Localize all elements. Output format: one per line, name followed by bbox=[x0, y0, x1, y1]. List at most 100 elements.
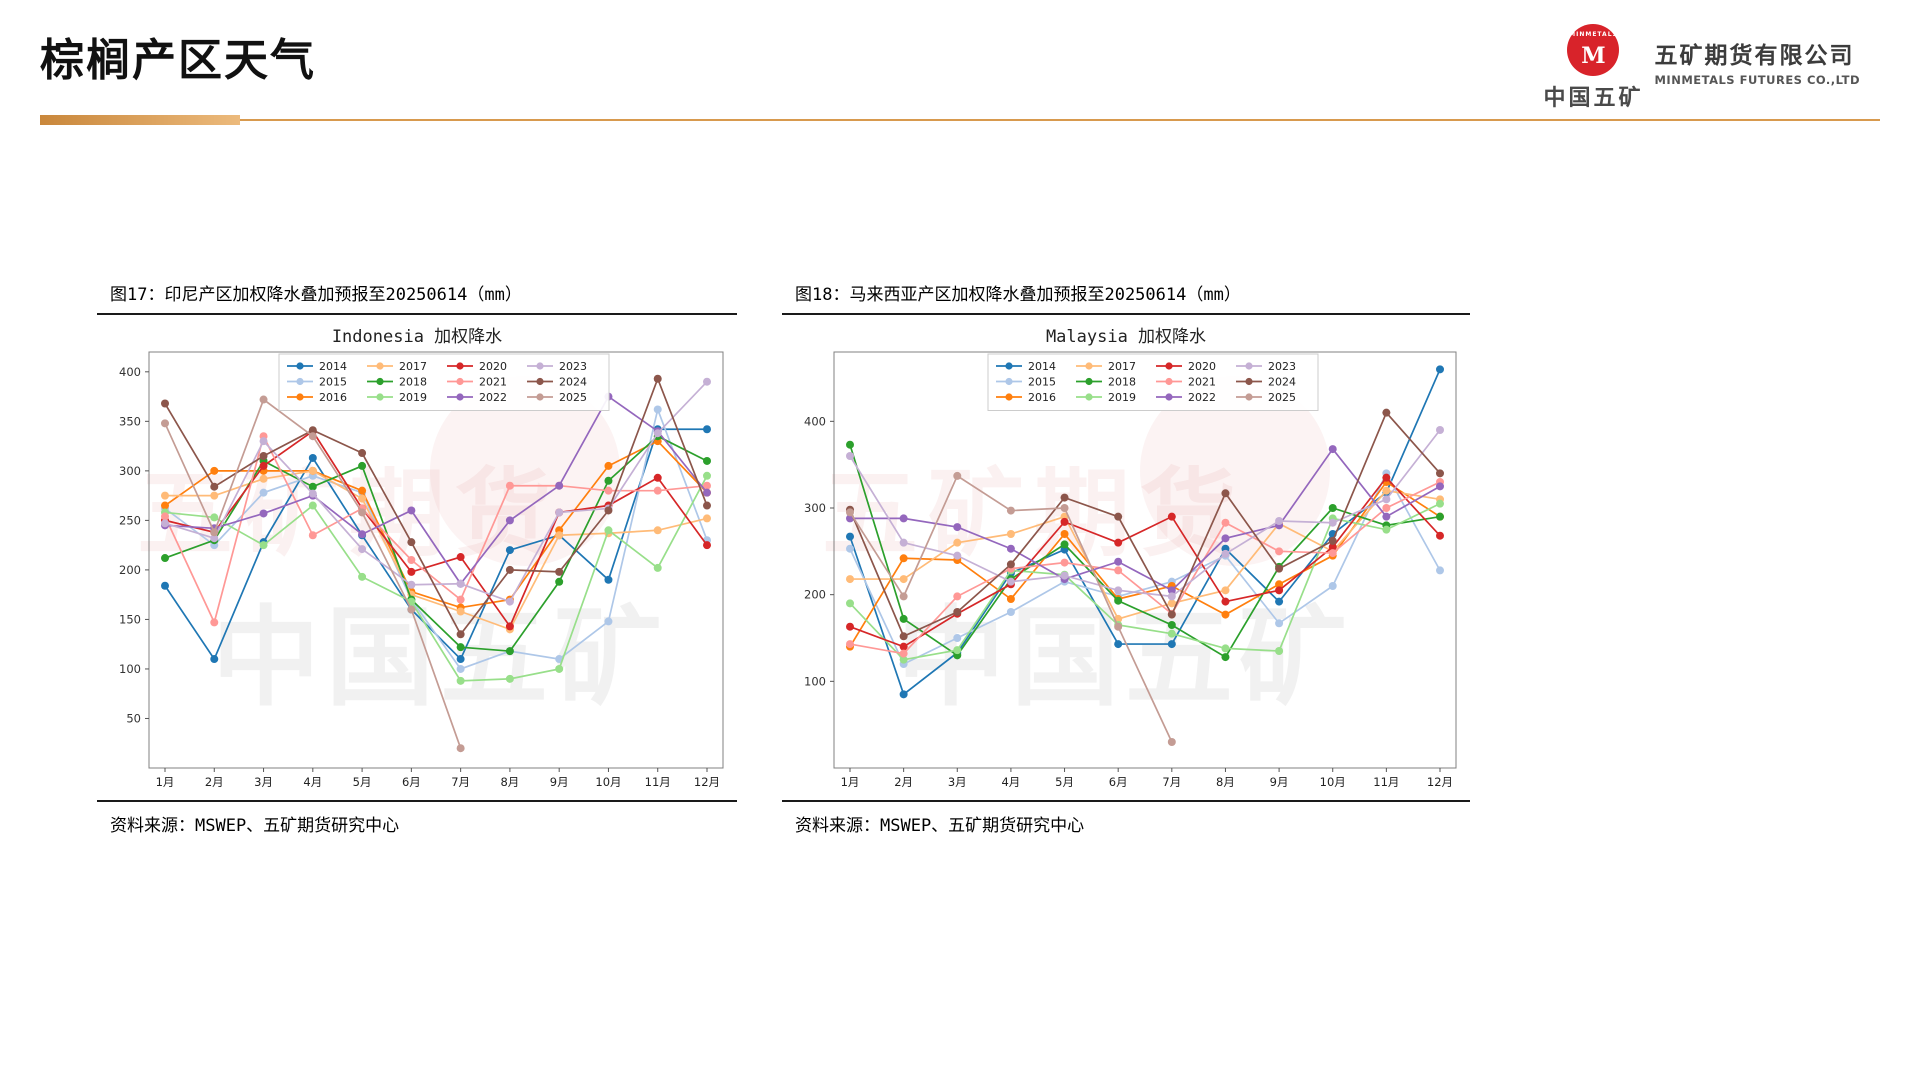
x-tick-label: 8月 bbox=[1216, 775, 1235, 789]
point-2023-2月 bbox=[899, 538, 908, 547]
point-2014-2月 bbox=[210, 655, 219, 664]
point-2024-5月 bbox=[358, 449, 367, 458]
legend-marker-2017 bbox=[376, 362, 384, 370]
series-line-2019 bbox=[849, 502, 1441, 661]
point-2021-11月 bbox=[1382, 504, 1391, 512]
point-2015-10月 bbox=[1328, 582, 1337, 590]
point-2025-3月 bbox=[259, 395, 268, 404]
point-2022-6月 bbox=[1114, 557, 1123, 566]
legend-marker-2018 bbox=[376, 377, 384, 386]
point-2017-7月 bbox=[1167, 599, 1176, 608]
point-2017-7月 bbox=[456, 607, 465, 616]
x-tick-label: 1月 bbox=[156, 775, 175, 789]
point-2022-6月 bbox=[407, 506, 416, 515]
source-rule bbox=[97, 800, 737, 802]
point-2023-12月 bbox=[1436, 426, 1444, 434]
point-2018-1月 bbox=[846, 440, 854, 449]
point-2024-6月 bbox=[1114, 512, 1123, 521]
x-tick-label: 9月 bbox=[550, 775, 569, 789]
legend-label-2016: 2016 bbox=[319, 391, 347, 404]
point-2024-12月 bbox=[703, 501, 711, 510]
legend-label-2023: 2023 bbox=[559, 360, 587, 373]
point-2017-11月 bbox=[1382, 486, 1391, 495]
x-tick-label: 1月 bbox=[841, 775, 860, 789]
point-2024-9月 bbox=[555, 567, 564, 576]
point-2021-4月 bbox=[308, 531, 317, 540]
point-2023-7月 bbox=[456, 579, 465, 588]
x-tick-label: 6月 bbox=[1109, 775, 1128, 789]
legend-label-2020: 2020 bbox=[1188, 360, 1216, 373]
x-tick-label: 3月 bbox=[948, 775, 967, 789]
company-brand: MINMETALS M 中国五矿 五矿期货有限公司 MINMETALS FUTU… bbox=[1543, 24, 1860, 112]
point-2023-1月 bbox=[846, 452, 854, 460]
point-2025-5月 bbox=[358, 508, 367, 517]
point-2023-8月 bbox=[1221, 549, 1230, 558]
point-2022-7月 bbox=[1167, 586, 1176, 595]
y-tick-label: 150 bbox=[119, 612, 141, 626]
legend-marker-2024 bbox=[536, 377, 544, 386]
point-2016-8月 bbox=[1221, 610, 1230, 619]
accent-divider bbox=[40, 115, 1880, 125]
series-line-2017 bbox=[165, 469, 708, 631]
point-2018-10月 bbox=[1328, 504, 1337, 512]
y-tick-label: 100 bbox=[119, 662, 141, 676]
point-2019-8月 bbox=[1221, 644, 1230, 653]
point-2020-8月 bbox=[505, 622, 514, 631]
point-2014-2月 bbox=[899, 690, 908, 699]
point-2021-11月 bbox=[653, 486, 662, 495]
brand-text: 五矿期货有限公司 MINMETALS FUTURES CO.,LTD bbox=[1654, 24, 1860, 87]
point-2018-7月 bbox=[456, 643, 465, 652]
point-2015-10月 bbox=[604, 617, 613, 626]
point-2023-4月 bbox=[308, 489, 317, 498]
point-2024-3月 bbox=[259, 452, 268, 460]
point-2021-6月 bbox=[1114, 566, 1123, 575]
point-2024-3月 bbox=[953, 608, 962, 616]
point-2021-8月 bbox=[1221, 518, 1230, 527]
point-2015-4月 bbox=[1006, 608, 1015, 616]
point-2023-4月 bbox=[1006, 577, 1015, 586]
point-2023-8月 bbox=[505, 597, 514, 606]
point-2023-3月 bbox=[953, 551, 962, 560]
legend-marker-2023 bbox=[536, 362, 544, 370]
point-2019-12月 bbox=[1436, 499, 1444, 508]
point-2020-9月 bbox=[1275, 586, 1284, 595]
x-tick-label: 8月 bbox=[500, 775, 519, 789]
figure-source: 资料来源：MSWEP、五矿期货研究中心 bbox=[110, 815, 400, 836]
legend-marker-2022 bbox=[456, 393, 464, 401]
source-rule bbox=[782, 800, 1470, 802]
x-tick-label: 6月 bbox=[402, 775, 421, 789]
point-2024-11月 bbox=[653, 374, 662, 383]
point-2018-4月 bbox=[308, 482, 317, 491]
series-line-2017 bbox=[850, 489, 1441, 620]
point-2020-12月 bbox=[703, 541, 711, 550]
legend-marker-2025 bbox=[536, 393, 544, 401]
point-2024-7月 bbox=[1167, 610, 1176, 619]
figure-indonesia: 图17：印尼产区加权降水叠加预报至20250614（mm） Indonesia … bbox=[97, 283, 737, 836]
x-tick-label: 7月 bbox=[451, 775, 470, 789]
point-2016-4月 bbox=[1006, 595, 1015, 603]
x-tick-label: 12月 bbox=[694, 775, 720, 789]
point-2024-2月 bbox=[899, 632, 908, 641]
legend-marker-2017 bbox=[1085, 362, 1093, 370]
y-tick-label: 200 bbox=[119, 563, 141, 577]
point-2021-5月 bbox=[1060, 558, 1069, 567]
point-2021-1月 bbox=[846, 640, 854, 649]
y-tick-label: 350 bbox=[119, 414, 141, 428]
point-2022-3月 bbox=[259, 509, 268, 518]
legend-label-2022: 2022 bbox=[479, 391, 507, 404]
point-2024-4月 bbox=[1006, 560, 1015, 569]
point-2014-4月 bbox=[308, 453, 317, 462]
legend-marker-2021 bbox=[456, 377, 464, 386]
point-2021-1月 bbox=[161, 512, 169, 521]
point-2016-5月 bbox=[358, 486, 367, 495]
point-2023-11月 bbox=[1382, 495, 1391, 504]
point-2014-12月 bbox=[703, 425, 711, 434]
point-2025-2月 bbox=[899, 592, 908, 601]
series-line-2020 bbox=[849, 476, 1441, 648]
legend-marker-2016 bbox=[296, 393, 304, 401]
point-2025-7月 bbox=[1167, 738, 1176, 746]
point-2014-7月 bbox=[456, 655, 465, 664]
series-line-2024 bbox=[849, 411, 1441, 638]
point-2025-6月 bbox=[1114, 622, 1123, 631]
point-2016-9月 bbox=[1275, 580, 1284, 589]
